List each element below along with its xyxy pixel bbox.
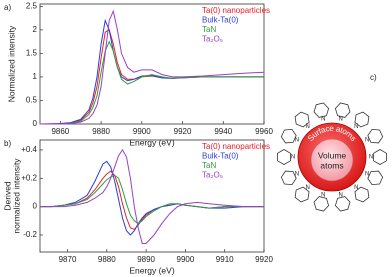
pyridine-ring xyxy=(313,102,330,118)
pyridine-ring xyxy=(334,102,351,118)
volume-core xyxy=(310,138,354,182)
panel-label: b) xyxy=(4,139,11,148)
series-line xyxy=(40,148,264,244)
plot-frame xyxy=(39,139,265,253)
x-tick-label: 9870 xyxy=(59,255,77,264)
legend-entry: Ta₂O₅ xyxy=(202,35,223,44)
y-tick-label: 1.5 xyxy=(26,49,38,58)
pyridine-ring xyxy=(334,196,351,212)
legend-entry: TaN xyxy=(202,161,216,170)
pyridine-ring xyxy=(354,186,370,203)
pyridine-ring xyxy=(280,170,297,186)
core-label: atoms xyxy=(320,160,343,170)
pyridine-ring xyxy=(294,111,310,128)
legend-entry: Bulk-Ta(0) xyxy=(202,152,239,161)
y-tick-label: 0 xyxy=(33,119,38,128)
y-tick-label: 2 xyxy=(33,25,38,34)
pyridine-ring xyxy=(367,170,384,186)
x-tick-label: 9860 xyxy=(51,127,69,136)
pyridine-ring xyxy=(367,128,384,144)
series-line xyxy=(40,40,264,125)
x-tick-label: 9910 xyxy=(216,255,234,264)
y-tick-label: 1 xyxy=(33,72,38,81)
nitrogen-label: N xyxy=(295,138,299,144)
x-tick-label: 9920 xyxy=(174,127,192,136)
nitrogen-label: N xyxy=(295,171,299,177)
x-axis-label: Energy (eV) xyxy=(129,265,175,275)
y-axis-label: normalized intensity xyxy=(11,158,21,234)
y-tick-label: -0.2 xyxy=(23,230,37,239)
nitrogen-label: N xyxy=(339,193,343,199)
series-line xyxy=(40,9,265,125)
legend-entry: Ta(0) nanoparticles xyxy=(202,142,270,151)
nitrogen-label: N xyxy=(306,185,310,191)
pyridine-ring xyxy=(313,196,330,212)
nitrogen-label: N xyxy=(369,155,373,161)
nitrogen-label: N xyxy=(321,117,325,123)
y-tick-label: +0.2 xyxy=(21,173,37,182)
x-tick-label: 9880 xyxy=(98,255,116,264)
nitrogen-label: N xyxy=(306,124,310,130)
y-tick-label: 0.5 xyxy=(26,96,38,105)
y-axis-label: Normalized intensity xyxy=(6,25,16,102)
nitrogen-label: N xyxy=(291,155,295,161)
legend-entry: TaN xyxy=(202,25,216,34)
nitrogen-label: N xyxy=(365,171,369,177)
pyridine-ring xyxy=(354,111,370,128)
y-axis-label: Derived xyxy=(2,181,12,211)
legend-entry: Ta₂O₅ xyxy=(202,171,223,180)
nitrogen-label: N xyxy=(321,193,325,199)
x-tick-label: 9940 xyxy=(214,127,232,136)
x-tick-label: 9880 xyxy=(92,127,110,136)
series-line xyxy=(40,174,264,225)
x-tick-label: 9900 xyxy=(177,255,195,264)
x-tick-label: 9920 xyxy=(255,255,273,264)
x-tick-label: 9960 xyxy=(255,127,273,136)
ligand-ring: N N N N N N N N N N N N N N xyxy=(277,102,387,212)
pyridine-ring xyxy=(277,149,291,165)
panel-label: c) xyxy=(370,73,377,82)
y-tick-label: +0.4 xyxy=(21,145,37,154)
y-tick-label: 2.5 xyxy=(26,1,38,10)
nitrogen-label: N xyxy=(339,117,343,123)
legend-entry: Ta(0) nanoparticles xyxy=(202,6,270,15)
core-label: Volume xyxy=(318,150,347,160)
pyridine-ring xyxy=(294,186,310,203)
nitrogen-label: N xyxy=(354,124,358,130)
x-axis-label: Energy (eV) xyxy=(129,137,175,147)
x-tick-label: 9900 xyxy=(133,127,151,136)
pyridine-ring xyxy=(280,128,297,144)
series-line xyxy=(39,18,264,125)
series-line xyxy=(40,160,264,236)
x-tick-label: 9890 xyxy=(137,255,155,264)
y-tick-label: 0 xyxy=(33,202,38,211)
pyridine-ring xyxy=(373,149,387,165)
nitrogen-label: N xyxy=(354,185,358,191)
panel-label: a) xyxy=(4,3,11,12)
nitrogen-label: N xyxy=(365,138,369,144)
series-line xyxy=(40,170,264,230)
legend-entry: Bulk-Ta(0) xyxy=(202,16,239,25)
plot-frame xyxy=(39,3,265,125)
